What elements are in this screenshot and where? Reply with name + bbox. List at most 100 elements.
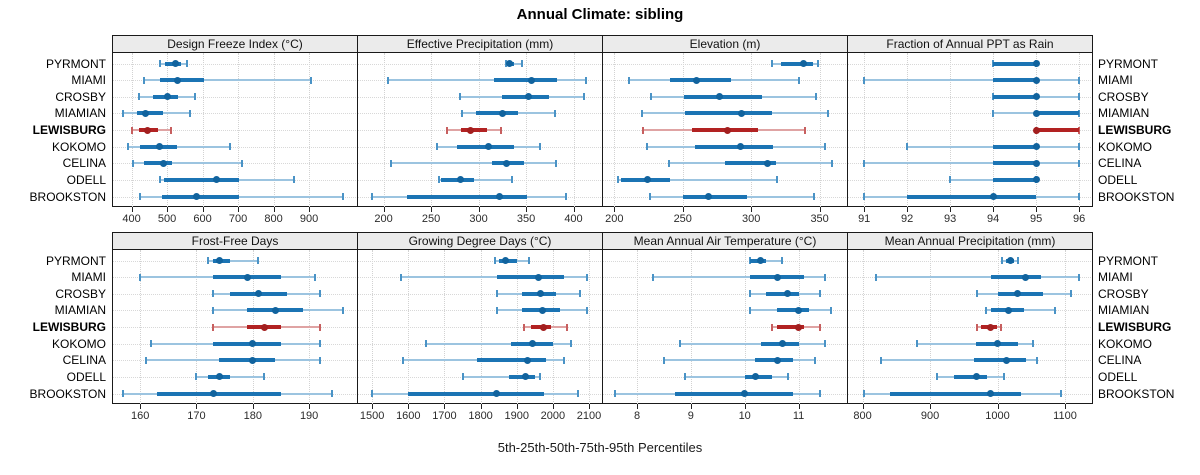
iqr-bar (889, 391, 1022, 396)
whisker-cap (1078, 126, 1081, 134)
whisker-cap (510, 176, 513, 184)
x-axis-tick (1065, 404, 1066, 409)
median-dot (522, 373, 530, 381)
x-axis-tick-label: 96 (1072, 213, 1086, 225)
whisker-cap (1078, 93, 1081, 101)
station-label-left: LEWISBURG (32, 123, 106, 137)
x-axis-tick (1036, 207, 1038, 212)
x-axis-tick (614, 207, 616, 212)
station-label-left: CELINA (62, 353, 106, 368)
row-guide (603, 293, 846, 295)
whisker-cap (648, 193, 651, 200)
whisker-line (438, 178, 512, 181)
x-axis-tick-label: 1700 (432, 410, 457, 422)
row-guide (358, 260, 601, 262)
median-dot (495, 193, 503, 200)
x-axis-tick-label: 2000 (540, 410, 566, 422)
median-dot (528, 76, 536, 84)
whisker-cap (189, 109, 192, 117)
whisker-cap (786, 373, 789, 381)
x-axis-tick-label: 1000 (985, 410, 1010, 422)
whisker-cap (976, 290, 979, 298)
whisker-cap (122, 390, 125, 397)
station-label-left: MIAMI (71, 73, 106, 88)
whisker-cap (1078, 143, 1081, 151)
whisker-cap (916, 340, 919, 348)
row-guide (848, 293, 1091, 295)
whisker-line (663, 359, 815, 362)
station-label-left: LEWISBURG (32, 320, 106, 334)
x-axis-tick (864, 207, 866, 212)
row-guide (358, 327, 601, 328)
median-dot (493, 390, 501, 397)
whisker-cap (770, 60, 773, 67)
whisker-cap (640, 109, 643, 117)
whisker-cap (319, 356, 322, 364)
iqr-bar (493, 78, 558, 83)
median-dot (736, 143, 744, 151)
whisker-cap (309, 76, 312, 84)
whisker-cap (863, 159, 866, 167)
x-axis-tick (131, 207, 133, 212)
panel-header: Growing Degree Days (°C) (357, 232, 602, 250)
iqr-bar (766, 291, 799, 296)
whisker-cap (798, 76, 801, 84)
median-dot (254, 290, 262, 298)
whisker-line (426, 342, 571, 345)
whisker-cap (1016, 257, 1019, 264)
whisker-line (680, 342, 826, 345)
x-axis-tick-label: 600 (193, 213, 212, 225)
station-label-right: PYRMONT (1098, 56, 1158, 71)
median-dot (215, 373, 223, 381)
row-guide (113, 113, 356, 115)
x-axis-tick-label: 200 (374, 213, 393, 225)
panel-header: Elevation (m) (602, 35, 847, 53)
row-guide (848, 113, 1091, 115)
whisker-cap (566, 323, 569, 331)
whisker-cap (206, 257, 209, 264)
whisker-cap (813, 356, 816, 364)
panel-header: Mean Annual Precipitation (mm) (847, 232, 1093, 250)
whisker-cap (126, 143, 129, 151)
iqr-bar (1036, 111, 1080, 116)
iqr-bar (993, 161, 1037, 166)
whisker-cap (539, 143, 542, 151)
whisker-cap (330, 390, 333, 397)
whisker-cap (319, 323, 322, 331)
whisker-line (133, 162, 242, 165)
median-dot (773, 273, 781, 281)
row-guide (603, 260, 846, 262)
median-dot (144, 126, 151, 134)
station-label-right: BROOKSTON (1098, 386, 1175, 401)
station-label-left: MIAMIAN (54, 106, 106, 121)
row-guide (358, 63, 601, 65)
x-axis-tick-label: 170 (187, 410, 206, 422)
row-guide (848, 96, 1091, 98)
median-dot (260, 323, 268, 331)
whisker-cap (578, 290, 581, 298)
x-axis-tick (383, 207, 385, 212)
x-axis-tick-label: 1600 (396, 410, 421, 422)
percentiles-caption: 5th-25th-50th-75th-95th Percentiles (497, 440, 703, 455)
row-guide (603, 63, 846, 65)
x-axis-tick-label: 190 (299, 410, 319, 422)
x-axis-tick (573, 207, 575, 212)
whisker-cap (1001, 257, 1004, 264)
station-label-left: BROOKSTON (29, 386, 106, 401)
median-dot (1032, 109, 1040, 117)
whisker-cap (495, 290, 498, 298)
whisker-cap (130, 126, 133, 134)
iqr-bar (164, 177, 239, 182)
whisker-cap (1078, 76, 1081, 84)
whisker-cap (879, 356, 882, 364)
x-axis-tick (202, 207, 204, 212)
whisker-cap (212, 290, 215, 298)
x-axis-tick-label: 2100 (576, 410, 602, 422)
station-label-left: PYRMONT (46, 56, 106, 71)
panel-header: Design Freeze Index (°C) (112, 35, 357, 53)
median-dot (1032, 143, 1040, 151)
iqr-bar (162, 194, 239, 199)
whisker-line (127, 145, 231, 148)
median-dot (249, 340, 257, 348)
whisker-line (140, 195, 343, 198)
